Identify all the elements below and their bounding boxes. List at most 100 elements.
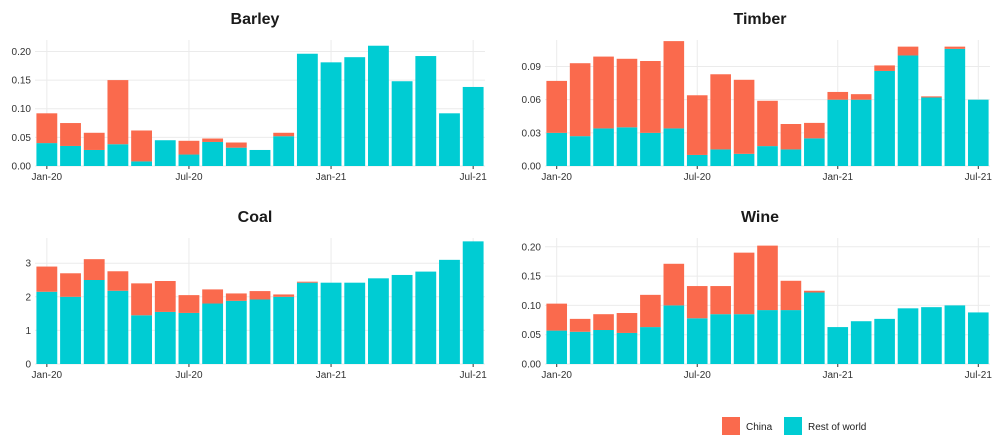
wine-bar-rest-of-world [733,314,755,364]
barley-panel: Barley 0.00 0.05 0.10 0.15 0.20 Jan-20 Jul-20 Ja… [12,11,488,183]
timber-bar-china [921,96,942,98]
barley-y-tick-label: 0.10 [12,104,32,115]
coal-bar-rest-of-world [320,282,342,364]
wine-bar-china [757,245,778,311]
wine-bar-china [663,263,685,306]
barley-bar-rest-of-world [462,86,484,166]
barley-bar-rest-of-world [225,147,247,166]
wine-bar-china [593,314,614,331]
coal-x-tick-label: Jan-20 [32,370,63,381]
timber-bar-china [780,124,802,150]
barley-bar-rest-of-world [320,62,342,166]
wine-bar-rest-of-world [640,327,661,364]
wine-bar-rest-of-world [616,332,638,364]
barley-y-tick-label: 0.05 [12,133,32,144]
wine-bar-rest-of-world [757,310,778,364]
barley-bar-rest-of-world [36,143,58,166]
timber-bar-china [569,63,591,137]
wine-bar-china [804,290,825,293]
timber-bar-rest-of-world [710,149,731,166]
wine-bar-china [780,280,802,311]
barley-bar-china [273,132,295,137]
wine-y-tick-label: 0.15 [522,272,542,283]
barley-bar-rest-of-world [296,53,318,166]
timber-bar-rest-of-world [804,138,825,166]
barley-y-tick-label: 0.15 [12,76,32,87]
timber-bar-china [546,80,568,133]
timber-bar-rest-of-world [616,127,638,166]
barley-bar-rest-of-world [391,81,413,166]
coal-bar-china [131,283,152,316]
legend-label-rest-of-world: Rest of world [808,422,866,433]
coal-y-tick-label: 1 [25,326,31,337]
wine-bar-china [569,318,591,332]
coal-bar-china [178,295,200,313]
timber-bar-rest-of-world [686,154,708,166]
coal-bar-china [154,281,176,312]
timber-y-tick-label: 0.03 [522,128,542,139]
coal-bar-rest-of-world [225,300,247,364]
wine-bar-china [710,286,731,315]
wine-bar-rest-of-world [944,305,966,364]
timber-bar-rest-of-world [640,132,661,166]
barley-bar-china [131,130,152,162]
wine-bar-rest-of-world [569,331,591,364]
coal-bar-china [36,266,58,292]
coal-bar-china [60,273,81,297]
timber-bar-china [827,91,849,100]
timber-bar-rest-of-world [944,48,966,167]
wine-title: Wine [741,209,779,226]
timber-x-tick-label: Jul-21 [965,172,993,183]
coal-bar-china [249,291,271,300]
wine-bar-rest-of-world [546,330,568,364]
wine-bar-rest-of-world [897,308,919,364]
barley-y-tick-label: 0.20 [12,47,32,58]
wine-bar-rest-of-world [804,292,825,364]
wine-y-tick-label: 0.00 [522,360,542,371]
barley-bar-china [36,113,58,144]
coal-bar-rest-of-world [462,241,484,364]
timber-bar-rest-of-world [874,70,895,166]
coal-bar-china [107,271,129,291]
timber-bar-china [686,95,708,155]
coal-bar-china [202,289,224,304]
barley-bar-rest-of-world [178,154,200,166]
timber-bar-rest-of-world [967,99,989,166]
wine-bar-rest-of-world [874,318,895,364]
barley-bar-rest-of-world [131,161,152,166]
barley-x-tick-label: Jul-20 [175,172,203,183]
wine-bar-rest-of-world [710,314,731,364]
timber-title: Timber [733,11,786,28]
timber-bar-china [640,61,661,133]
timber-bar-china [710,74,731,150]
coal-bar-china [83,259,105,280]
timber-bar-china [733,79,755,154]
coal-bar-rest-of-world [154,311,176,364]
timber-y-tick-label: 0.09 [522,62,542,73]
wine-bar-rest-of-world [780,310,802,364]
timber-bar-rest-of-world [569,136,591,166]
legend-swatch-rest-of-world [784,417,802,435]
barley-bar-rest-of-world [202,141,224,166]
legend-swatch-china [722,417,740,435]
wine-y-tick-label: 0.05 [522,330,542,341]
legend-label-china: China [746,422,773,433]
coal-y-tick-label: 2 [25,292,31,303]
wine-x-tick-label: Jan-20 [541,370,572,381]
barley-bar-rest-of-world [249,149,271,166]
wine-bar-rest-of-world [663,305,685,364]
wine-panel: Wine 0.00 0.05 0.10 0.15 0.20 Jan-20 Jul-20 Jan-… [522,209,993,381]
coal-y-tick-label: 0 [25,360,31,371]
wine-bar-china [640,294,661,328]
timber-bar-rest-of-world [780,149,802,166]
wine-x-tick-label: Jul-20 [684,370,712,381]
timber-bar-china [757,100,778,147]
timber-bar-china [663,41,685,129]
coal-bar-rest-of-world [36,291,58,364]
coal-bar-china [273,294,295,297]
wine-bar-rest-of-world [593,330,614,364]
coal-bar-rest-of-world [344,282,366,364]
barley-bar-rest-of-world [439,113,460,166]
wine-y-tick-label: 0.20 [522,242,542,253]
